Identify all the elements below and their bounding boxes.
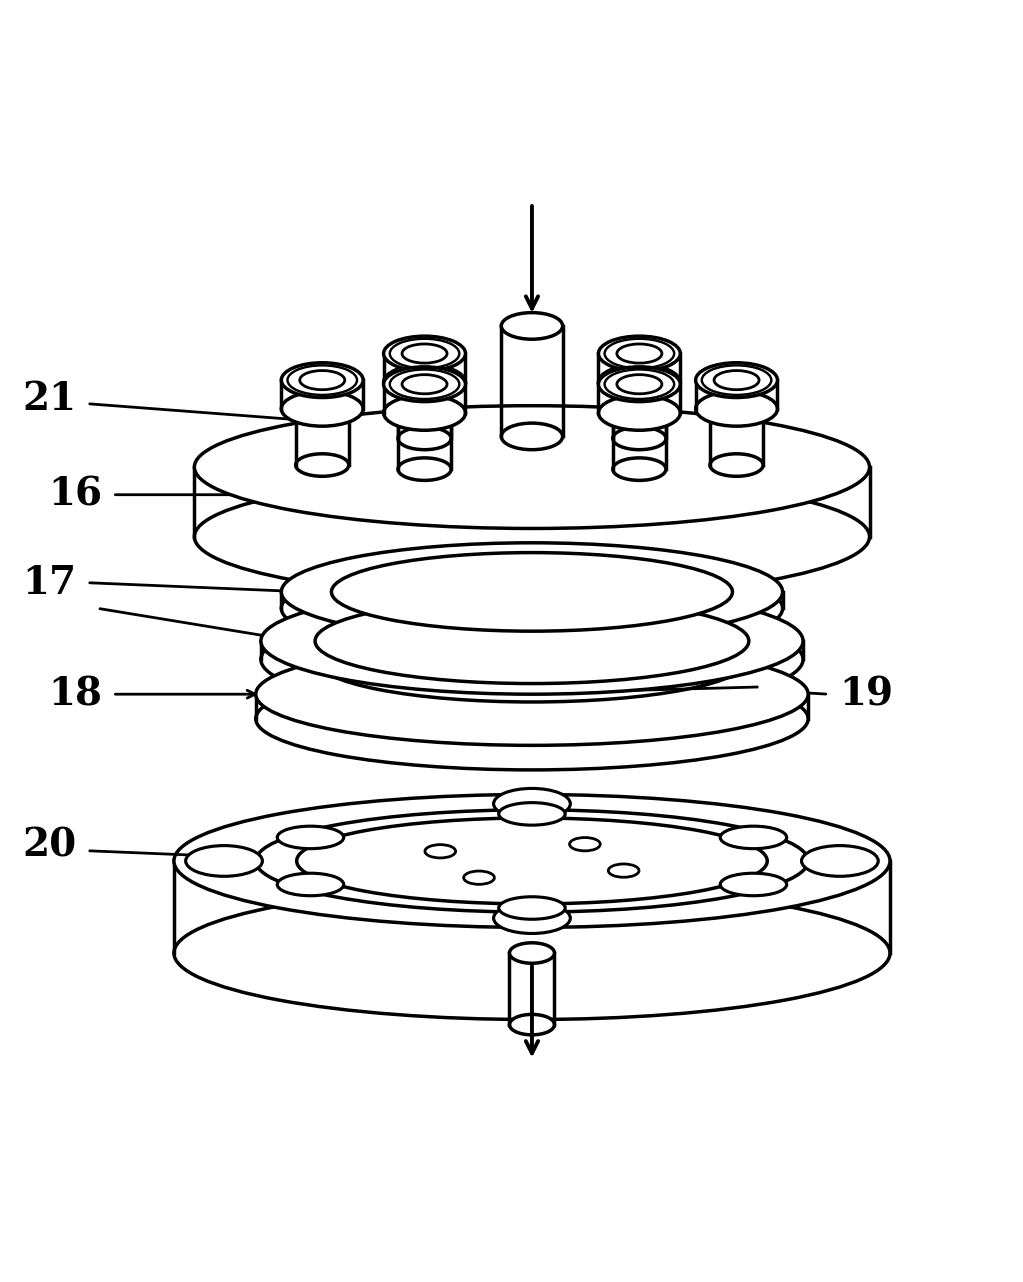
- Ellipse shape: [509, 942, 554, 963]
- Ellipse shape: [501, 423, 563, 450]
- Ellipse shape: [281, 363, 363, 397]
- Ellipse shape: [398, 458, 451, 481]
- Ellipse shape: [194, 476, 870, 597]
- Ellipse shape: [613, 427, 666, 450]
- Ellipse shape: [277, 873, 344, 896]
- Ellipse shape: [384, 365, 465, 400]
- Ellipse shape: [281, 391, 363, 426]
- Text: 18: 18: [48, 676, 102, 713]
- Text: 20: 20: [23, 827, 77, 864]
- Ellipse shape: [720, 873, 787, 896]
- Ellipse shape: [331, 569, 732, 647]
- Ellipse shape: [296, 454, 349, 477]
- Ellipse shape: [261, 606, 803, 713]
- Ellipse shape: [398, 427, 451, 450]
- Ellipse shape: [696, 363, 777, 397]
- Ellipse shape: [281, 559, 783, 658]
- Text: 19: 19: [839, 676, 893, 713]
- Ellipse shape: [499, 803, 565, 826]
- Ellipse shape: [256, 644, 808, 745]
- Ellipse shape: [186, 846, 263, 877]
- Ellipse shape: [281, 542, 783, 641]
- Ellipse shape: [256, 668, 808, 770]
- Ellipse shape: [598, 336, 680, 370]
- Ellipse shape: [696, 391, 777, 426]
- Ellipse shape: [501, 313, 563, 340]
- Text: 17: 17: [23, 564, 77, 601]
- Ellipse shape: [315, 617, 749, 703]
- Ellipse shape: [425, 845, 455, 858]
- Ellipse shape: [256, 810, 808, 912]
- Ellipse shape: [331, 553, 732, 631]
- Ellipse shape: [277, 826, 344, 849]
- Ellipse shape: [315, 599, 749, 683]
- Ellipse shape: [384, 395, 465, 431]
- Ellipse shape: [384, 336, 465, 370]
- Ellipse shape: [494, 903, 571, 933]
- Ellipse shape: [710, 454, 763, 477]
- Ellipse shape: [194, 405, 870, 528]
- Ellipse shape: [613, 458, 666, 481]
- Ellipse shape: [509, 1014, 554, 1035]
- Ellipse shape: [261, 588, 803, 694]
- Ellipse shape: [463, 870, 494, 885]
- Ellipse shape: [499, 896, 565, 919]
- Ellipse shape: [598, 395, 680, 431]
- Text: 16: 16: [48, 476, 102, 514]
- Ellipse shape: [802, 846, 878, 877]
- Ellipse shape: [174, 795, 890, 927]
- Ellipse shape: [297, 818, 767, 904]
- Ellipse shape: [598, 367, 680, 401]
- Text: 21: 21: [23, 379, 77, 418]
- Ellipse shape: [720, 826, 787, 849]
- Ellipse shape: [384, 367, 465, 401]
- Ellipse shape: [570, 837, 601, 851]
- Ellipse shape: [494, 788, 571, 819]
- Ellipse shape: [174, 887, 890, 1019]
- Ellipse shape: [609, 864, 639, 877]
- Ellipse shape: [598, 365, 680, 400]
